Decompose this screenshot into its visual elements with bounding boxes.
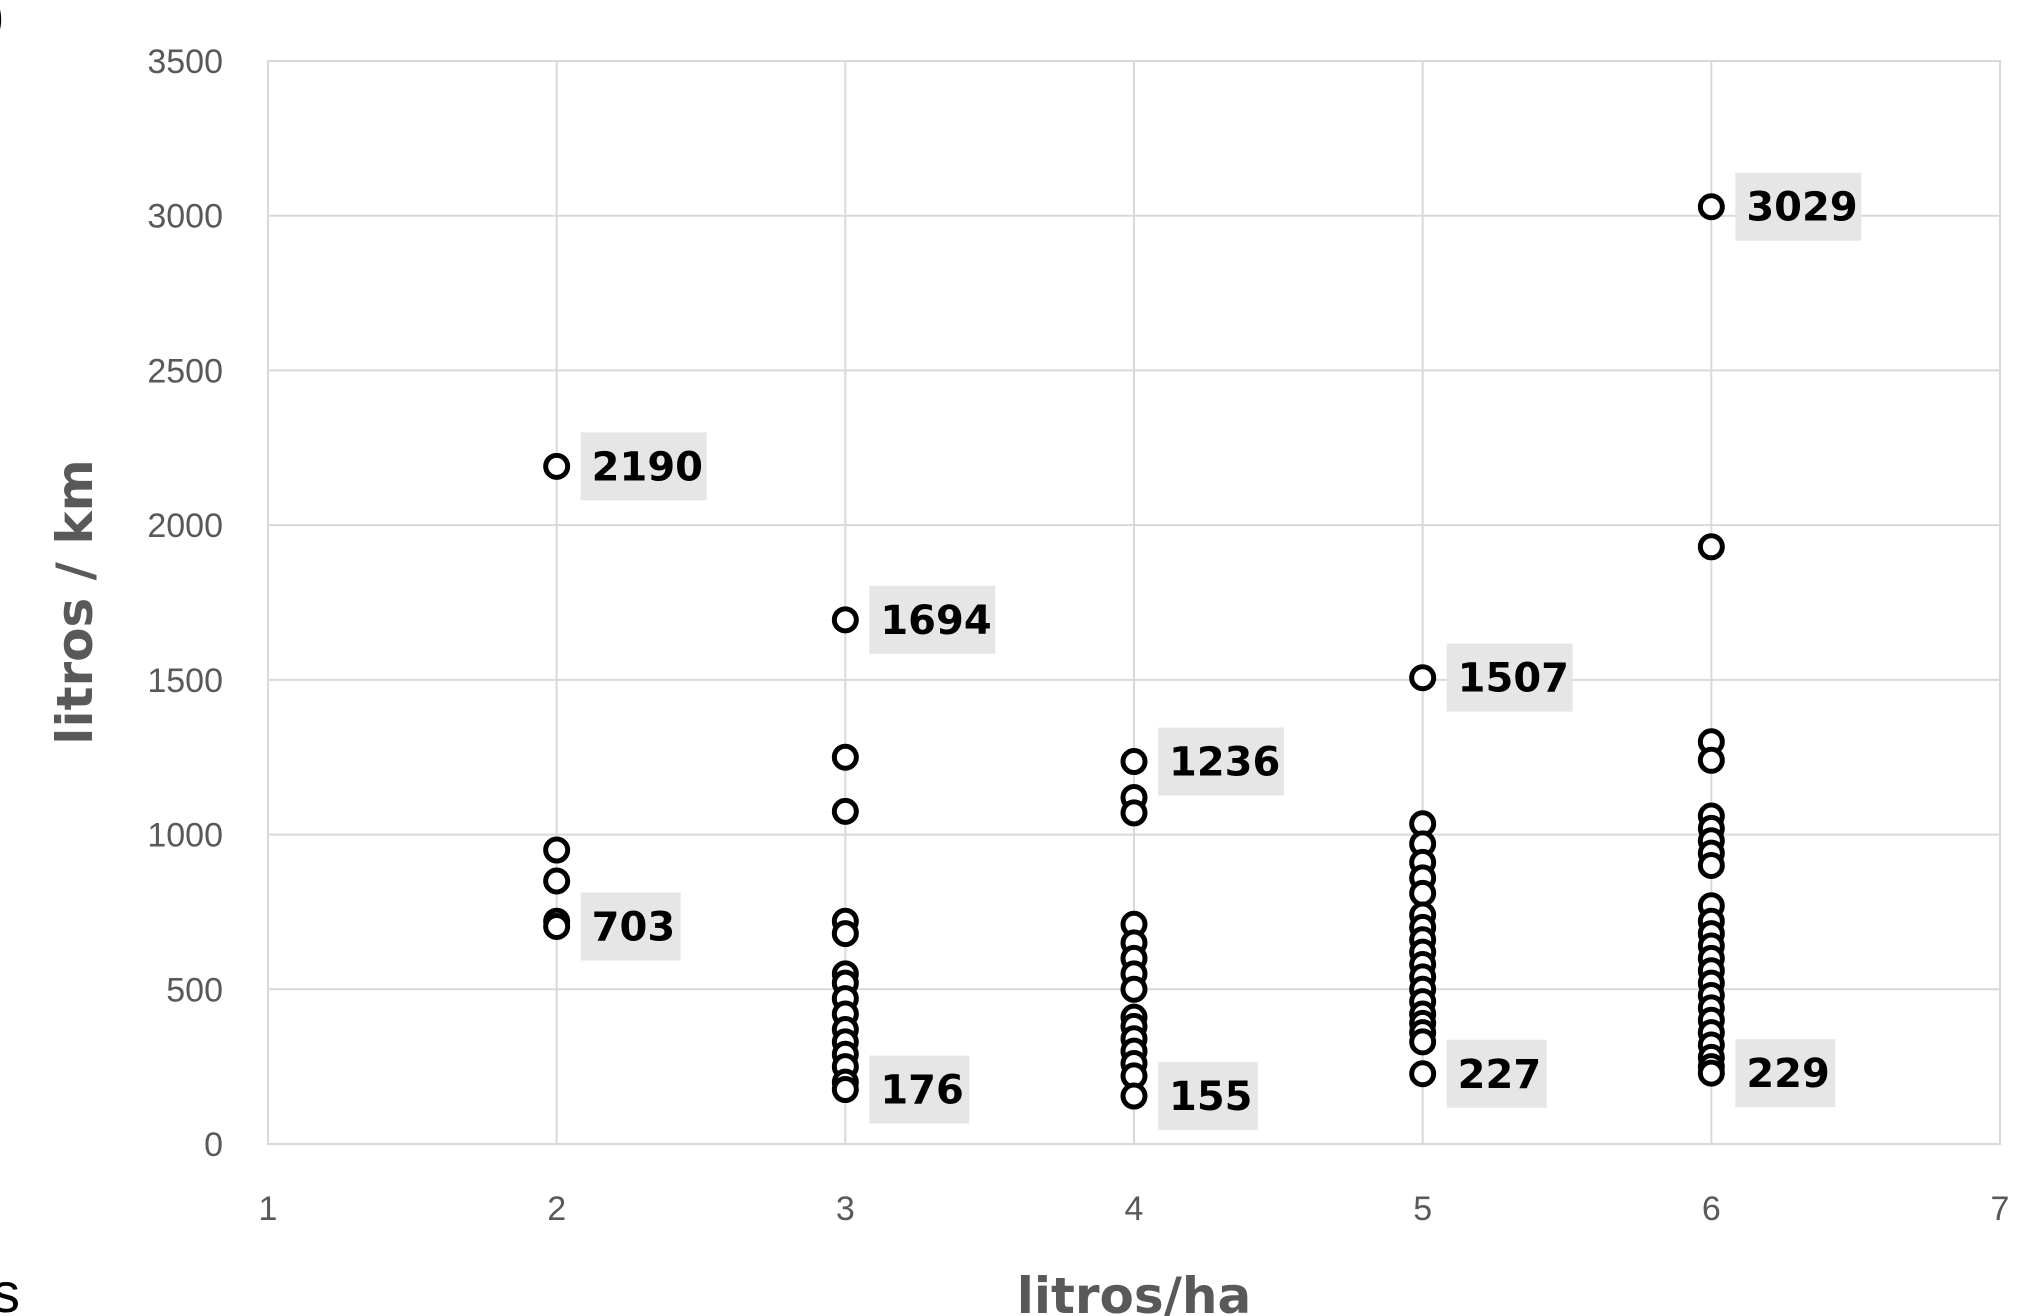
data-label: 176 — [880, 1068, 964, 1114]
data-point — [1120, 799, 1148, 827]
data-label-box — [869, 1055, 970, 1124]
data-label-box — [580, 892, 681, 961]
data-label-box — [1446, 643, 1573, 712]
data-point — [543, 452, 571, 480]
x-tick-label: 4 — [1125, 1190, 1144, 1228]
data-label: 703 — [592, 904, 676, 950]
data-label-box — [1158, 1062, 1258, 1131]
data-point — [1697, 1059, 1725, 1087]
data-label-box — [1158, 727, 1284, 796]
data-label: 3029 — [1746, 185, 1857, 231]
data-point — [1697, 746, 1725, 774]
data-label: 2190 — [592, 444, 703, 490]
data-label-box — [1446, 1039, 1547, 1108]
data-label-box — [1735, 172, 1862, 241]
data-point — [1409, 1028, 1437, 1056]
data-point — [1120, 975, 1148, 1003]
y-tick-label: 3000 — [147, 198, 223, 236]
x-tick-label: 6 — [1702, 1190, 1721, 1228]
data-label: 155 — [1169, 1074, 1253, 1120]
data-point — [831, 797, 859, 825]
data-point — [1697, 852, 1725, 880]
data-point — [1409, 664, 1437, 692]
data-points — [543, 193, 1725, 1110]
data-label: 1507 — [1458, 656, 1569, 702]
x-tick-label: 3 — [836, 1190, 855, 1228]
x-axis-title: litros/ha — [1017, 1267, 1252, 1316]
y-axis-tick-labels: 0 500 1000 1500 2000 2500 3000 3500 — [147, 43, 223, 1164]
data-label-box — [1735, 1039, 1836, 1108]
edge-text-fragment-top: ) — [0, 0, 5, 46]
data-point — [1120, 748, 1148, 776]
y-tick-label: 2500 — [147, 352, 223, 390]
x-tick-label: 1 — [259, 1190, 278, 1228]
data-point — [543, 912, 571, 940]
y-tick-label: 1000 — [147, 817, 223, 855]
data-label: 1236 — [1169, 740, 1280, 786]
y-tick-label: 3500 — [147, 43, 223, 81]
data-point — [831, 606, 859, 634]
data-point — [1697, 193, 1725, 221]
data-point — [543, 867, 571, 895]
x-tick-label: 2 — [547, 1190, 566, 1228]
data-labels: 2190 703 1694 176 1236 155 1507 227 3029 229 — [580, 172, 1862, 1131]
data-label: 1694 — [880, 598, 991, 644]
data-point — [831, 920, 859, 948]
data-point — [831, 743, 859, 771]
data-label-box — [580, 432, 707, 501]
edge-text-fragment-bottom: s — [0, 1261, 20, 1316]
y-tick-label: 1500 — [147, 662, 223, 700]
data-point — [1409, 1060, 1437, 1088]
data-label: 227 — [1458, 1052, 1542, 1098]
y-tick-label: 0 — [204, 1126, 223, 1164]
x-tick-label: 7 — [1991, 1190, 2010, 1228]
y-tick-label: 2000 — [147, 507, 223, 545]
x-axis-tick-labels: 1 2 3 4 5 6 7 — [259, 1190, 2010, 1228]
data-label-box — [869, 585, 996, 654]
plot-area-frame — [267, 60, 2001, 1145]
data-label: 229 — [1746, 1051, 1830, 1097]
x-tick-label: 5 — [1413, 1190, 1432, 1228]
y-tick-label: 500 — [166, 971, 223, 1009]
y-axis-title: litros / km — [46, 459, 104, 744]
data-point — [1409, 879, 1437, 907]
data-point — [1120, 1082, 1148, 1110]
data-point — [831, 1076, 859, 1104]
data-point — [1697, 533, 1725, 561]
data-point — [543, 836, 571, 864]
